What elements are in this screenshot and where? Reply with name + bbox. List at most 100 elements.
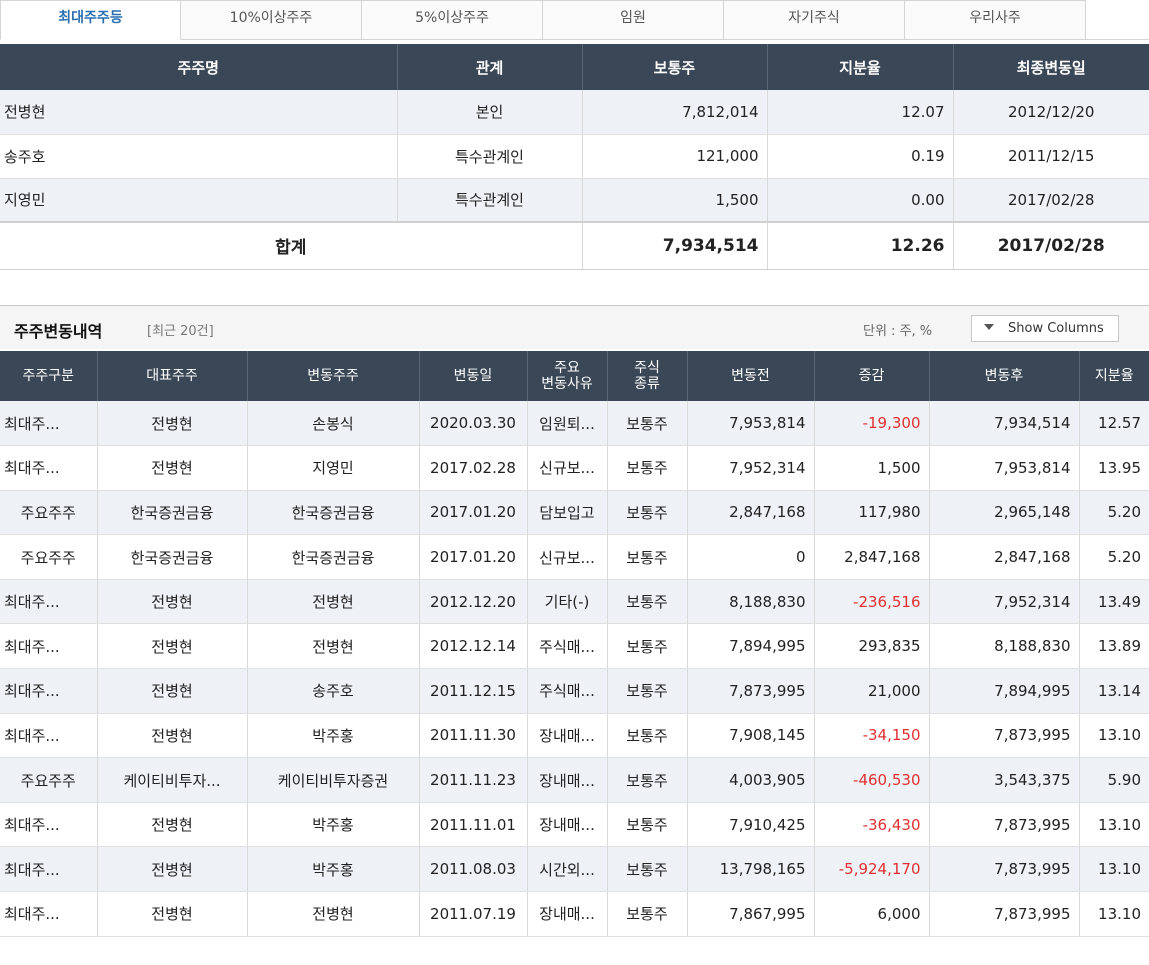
header-ratio[interactable]: 지분율 [767,44,954,90]
shareholder-type: 주요주주 [0,490,98,536]
shareholder-type: 최대주... [0,401,98,447]
header-last-change-date[interactable]: 최종변동일 [953,44,1149,90]
common-shares: 121,000 [582,134,768,179]
chevron-down-icon [984,324,994,330]
changed-holder: 한국증권금융 [247,534,420,580]
header-diff[interactable]: 증감 [814,351,930,401]
tab-over-10-percent[interactable]: 10%이상주주 [181,0,362,40]
header-representative[interactable]: 대표주주 [97,351,248,401]
show-columns-button[interactable]: Show Columns [971,315,1119,342]
table-row: 지영민 특수관계인 1,500 0.00 2017/02/28 [0,178,1149,223]
ratio: 5.20 [1079,534,1149,580]
ratio: 13.95 [1079,445,1149,491]
changed-holder: 한국증권금융 [247,490,420,536]
shares-after: 7,873,995 [929,891,1080,937]
shareholder-type: 최대주... [0,668,98,714]
stock-kind: 보통주 [607,713,688,759]
stock-kind: 보통주 [607,802,688,848]
representative: 한국증권금융 [97,490,248,536]
changed-holder: 전병현 [247,623,420,670]
total-date: 2017/02/28 [953,221,1149,270]
change-date: 2020.03.30 [419,401,528,447]
ratio: 5.90 [1079,757,1149,803]
changed-holder: 송주호 [247,668,420,714]
header-reason[interactable]: 주요 변동사유 [527,351,608,401]
change-reason: 장내매... [527,757,608,803]
change-reason: 기타(-) [527,579,608,625]
table-row: 송주호 특수관계인 121,000 0.19 2011/12/15 [0,134,1149,179]
changed-holder: 전병현 [247,891,420,937]
common-shares: 1,500 [582,178,768,223]
table-row: 최대주... 전병현 전병현 2012.12.14 주식매... 보통주 7,894,995… [0,623,1149,670]
shares-diff: 1,500 [814,445,930,491]
change-date: 2011.08.03 [419,846,528,893]
tab-employee-stock[interactable]: 우리사주 [905,0,1086,40]
shares-diff: -19,300 [814,401,930,447]
stock-kind: 보통주 [607,757,688,803]
shareholder-type: 주요주주 [0,534,98,580]
change-reason: 임원퇴... [527,401,608,447]
header-changed-holder[interactable]: 변동주주 [247,351,420,401]
change-reason: 신규보... [527,534,608,580]
shares-diff: 293,835 [814,623,930,670]
shares-before: 7,873,995 [687,668,815,714]
stock-kind: 보통주 [607,579,688,625]
representative: 케이티비투자... [97,757,248,803]
header-stock-kind[interactable]: 주식 종류 [607,351,688,401]
tab-over-5-percent[interactable]: 5%이상주주 [362,0,543,40]
shareholder-table: 주주명 관계 보통주 지분율 최종변동일 전병현 본인 7,812,014 12.07… [0,44,1149,270]
header-common-shares[interactable]: 보통주 [582,44,768,90]
shares-before: 0 [687,534,815,580]
ratio: 13.10 [1079,891,1149,937]
table-row: 전병현 본인 7,812,014 12.07 2012/12/20 [0,90,1149,135]
shareholder-type: 주요주주 [0,757,98,803]
common-shares: 7,812,014 [582,90,768,135]
change-reason: 주식매... [527,668,608,714]
representative: 전병현 [97,802,248,848]
total-shares: 7,934,514 [582,221,768,270]
table-row: 주요주주 한국증권금융 한국증권금융 2017.01.20 담보입고 보통주 2,847,1… [0,490,1149,536]
change-reason: 신규보... [527,445,608,491]
change-date: 2011.11.23 [419,757,528,803]
header-ratio[interactable]: 지분율 [1079,351,1149,401]
change-date: 2017.01.20 [419,534,528,580]
ratio: 13.10 [1079,846,1149,893]
change-date: 2012.12.20 [419,579,528,625]
shares-after: 3,543,375 [929,757,1080,803]
table-row: 최대주... 전병현 박주홍 2011.11.30 장내매... 보통주 7,908,145… [0,713,1149,759]
stock-kind: 보통주 [607,891,688,937]
shareholder-type: 최대주... [0,802,98,848]
change-reason: 주식매... [527,623,608,670]
shareholder-changes-header: 주주변동내역 [최근 20건] 단위 : 주, % Show Columns [0,305,1149,349]
tab-treasury-stock[interactable]: 자기주식 [724,0,905,40]
shares-diff: -5,924,170 [814,846,930,893]
shares-diff: 2,847,168 [814,534,930,580]
ratio: 13.10 [1079,713,1149,759]
shares-before: 8,188,830 [687,579,815,625]
section-title: 주주변동내역 [14,322,103,341]
section-subtitle: [최근 20건] [147,324,214,339]
shares-diff: 6,000 [814,891,930,937]
header-name[interactable]: 주주명 [0,44,398,90]
header-after[interactable]: 변동후 [929,351,1080,401]
header-change-date[interactable]: 변동일 [419,351,528,401]
header-before[interactable]: 변동전 [687,351,815,401]
shares-after: 2,847,168 [929,534,1080,580]
tab-executives[interactable]: 임원 [543,0,724,40]
relation: 특수관계인 [397,178,583,223]
representative: 전병현 [97,846,248,893]
header-shareholder-type[interactable]: 주주구분 [0,351,98,401]
shares-after: 7,873,995 [929,802,1080,848]
header-relation[interactable]: 관계 [397,44,583,90]
last-change-date: 2017/02/28 [953,178,1149,223]
shares-diff: 117,980 [814,490,930,536]
stock-kind: 보통주 [607,846,688,893]
total-row: 합계 7,934,514 12.26 2017/02/28 [0,221,1149,270]
shareholder-type: 최대주... [0,445,98,491]
representative: 전병현 [97,579,248,625]
shares-diff: -36,430 [814,802,930,848]
table-row: 최대주... 전병현 손봉식 2020.03.30 임원퇴... 보통주 7,953,814… [0,401,1149,447]
stock-kind: 보통주 [607,623,688,670]
shares-after: 2,965,148 [929,490,1080,536]
tab-largest-shareholder[interactable]: 최대주주등 [0,0,181,40]
